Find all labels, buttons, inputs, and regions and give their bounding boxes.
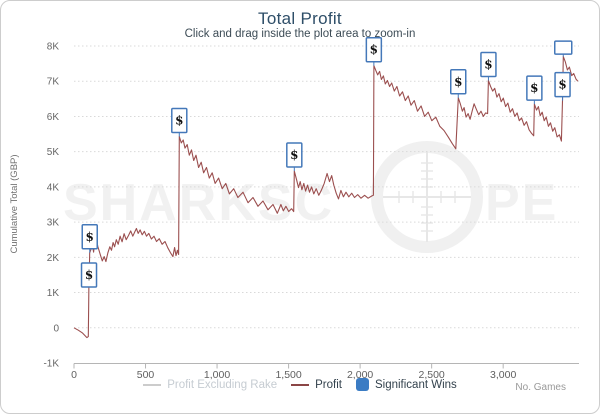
legend-line-swatch (291, 383, 310, 386)
legend-item-label: Profit Excluding Rake (167, 378, 278, 391)
legend-item-profit-excluding-rake[interactable]: Profit Excluding Rake (143, 379, 277, 391)
dollar-icon: $ (175, 114, 183, 128)
significant-win-marker[interactable]: $ (365, 36, 383, 66)
svg-text:2,500: 2,500 (419, 369, 445, 381)
significant-win-marker[interactable]: $ (526, 75, 543, 105)
significant-win-marker[interactable] (554, 40, 573, 57)
significant-win-marker[interactable]: $ (80, 262, 98, 288)
svg-text:7K: 7K (47, 77, 60, 88)
svg-text:PE: PE (485, 174, 558, 232)
legend-line-swatch (143, 383, 162, 386)
legend-item-label: Significant Wins (374, 378, 457, 391)
significant-win-marker[interactable]: $ (480, 51, 497, 81)
svg-text:3,000: 3,000 (490, 369, 516, 381)
significant-win-marker[interactable]: $ (450, 69, 467, 98)
svg-text:0: 0 (53, 323, 59, 334)
svg-text:3K: 3K (47, 218, 60, 229)
scope-ring-icon (371, 141, 483, 253)
legend-item-label: Profit (315, 378, 342, 391)
legend-item-profit[interactable]: Profit (291, 379, 342, 391)
svg-text:6K: 6K (47, 112, 60, 123)
dollar-icon: $ (85, 268, 93, 282)
legend-item-significant-wins[interactable]: Significant Wins (355, 378, 457, 391)
legend-square-swatch (355, 378, 369, 391)
svg-text:4K: 4K (47, 182, 60, 193)
y-axis-title: Cumulative Total (GBP) (9, 154, 20, 254)
y-axis-labels: 8K 7K 6K 5K 4K 3K 2K 1K 0 -1K (43, 42, 59, 370)
plot-area[interactable] (74, 46, 579, 363)
significant-win-marker[interactable]: $ (286, 142, 303, 172)
significant-win-marker[interactable]: $ (171, 107, 188, 137)
svg-text:500: 500 (137, 369, 155, 381)
sharkscope-watermark: SHARKSCPE (63, 141, 558, 253)
svg-text:1,000: 1,000 (204, 369, 230, 381)
svg-text:2K: 2K (47, 253, 60, 264)
dollar-icon: $ (558, 78, 566, 92)
y-gridlines (74, 45, 579, 329)
significant-win-marker[interactable]: $ (554, 71, 571, 101)
significant-win-markers: $ $ $ $ $ $ $ $ $ (80, 36, 573, 288)
svg-text:8K: 8K (47, 42, 60, 53)
x-axis: 0 500 1,000 1,500 2,000 2,500 3,000 (71, 363, 579, 381)
dollar-icon: $ (370, 43, 378, 57)
svg-text:-1K: -1K (43, 359, 59, 370)
svg-text:5K: 5K (47, 147, 60, 158)
dollar-icon: $ (290, 148, 298, 162)
chart-subtitle: Click and drag inside the plot area to z… (184, 28, 416, 40)
dollar-icon: $ (484, 58, 492, 72)
profit-line (73, 56, 579, 339)
svg-text:1K: 1K (47, 288, 60, 299)
significant-win-marker[interactable]: $ (81, 224, 98, 253)
dollar-icon: $ (86, 230, 94, 244)
chart-legend: Profit Excluding Rake Profit Significant W… (1, 378, 599, 391)
svg-text:0: 0 (71, 369, 77, 381)
x-axis-title: No. Games (515, 382, 566, 393)
chart-title: Total Profit (258, 9, 342, 28)
svg-text:1,500: 1,500 (275, 369, 301, 381)
dollar-icon: $ (454, 75, 462, 89)
dollar-icon: $ (530, 81, 538, 95)
